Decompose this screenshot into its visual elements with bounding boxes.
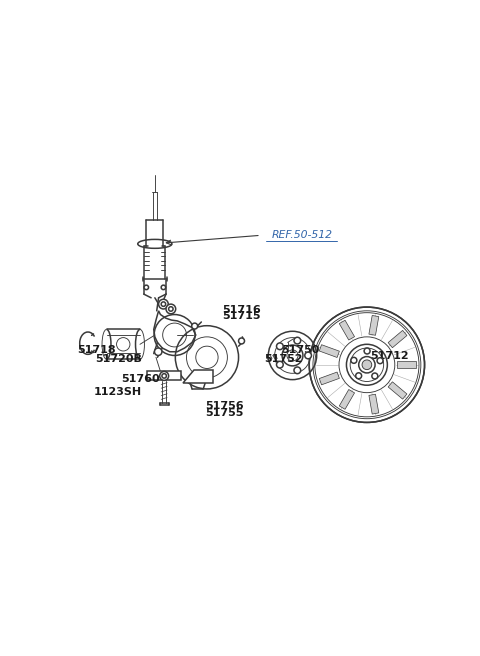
Circle shape [356, 373, 361, 379]
Circle shape [305, 352, 312, 359]
Circle shape [192, 323, 198, 329]
Text: 51755: 51755 [205, 407, 243, 418]
Circle shape [166, 304, 176, 314]
Circle shape [294, 367, 300, 374]
Polygon shape [319, 344, 339, 358]
Polygon shape [339, 320, 355, 340]
Circle shape [144, 285, 148, 289]
Circle shape [161, 285, 166, 289]
Text: 51756: 51756 [205, 401, 244, 411]
Text: 51760: 51760 [121, 374, 160, 384]
Circle shape [162, 374, 167, 378]
Polygon shape [147, 371, 181, 380]
Text: 51718: 51718 [77, 346, 115, 356]
Circle shape [294, 337, 300, 344]
Polygon shape [154, 311, 196, 352]
Text: 51752: 51752 [264, 354, 302, 363]
Text: 51750: 51750 [281, 346, 320, 356]
Circle shape [168, 307, 173, 311]
Text: 51712: 51712 [371, 351, 409, 361]
Circle shape [276, 343, 283, 350]
Circle shape [359, 357, 375, 373]
Text: 1123SH: 1123SH [94, 387, 142, 397]
Circle shape [377, 358, 383, 363]
Circle shape [309, 307, 424, 422]
Polygon shape [388, 331, 407, 348]
Polygon shape [369, 394, 379, 414]
Circle shape [155, 348, 162, 356]
Circle shape [351, 358, 357, 363]
Polygon shape [369, 316, 379, 335]
Circle shape [276, 361, 283, 368]
Text: 51720B: 51720B [96, 354, 142, 363]
Circle shape [362, 360, 372, 369]
Circle shape [158, 299, 168, 309]
Circle shape [372, 373, 378, 379]
Circle shape [347, 344, 387, 385]
Text: 51715: 51715 [222, 311, 260, 321]
Circle shape [160, 371, 168, 380]
Polygon shape [388, 382, 407, 399]
Text: 51716: 51716 [222, 304, 261, 314]
Text: REF.50-512: REF.50-512 [272, 230, 333, 240]
Circle shape [364, 348, 370, 354]
Polygon shape [397, 361, 416, 368]
Circle shape [161, 302, 166, 306]
Circle shape [239, 338, 244, 344]
Polygon shape [319, 372, 339, 385]
Polygon shape [339, 390, 355, 409]
Polygon shape [183, 371, 213, 383]
